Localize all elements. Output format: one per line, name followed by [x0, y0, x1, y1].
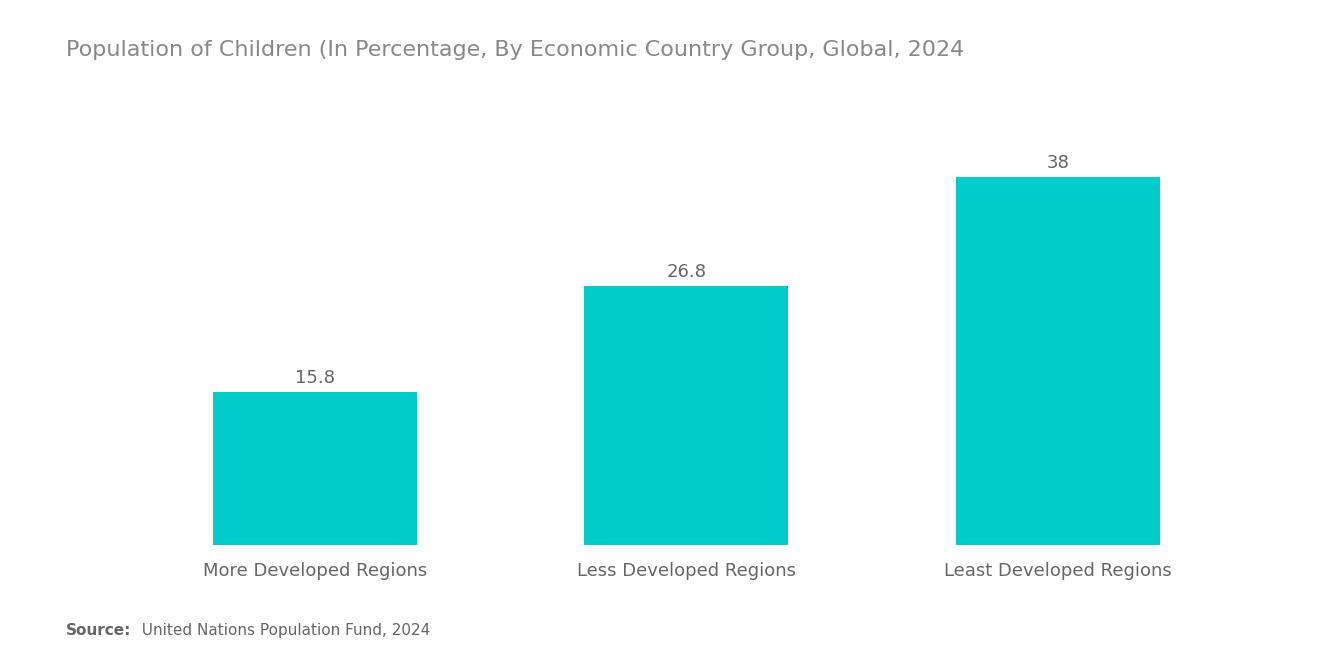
Text: Source:: Source: [66, 623, 132, 638]
Text: 38: 38 [1047, 154, 1069, 172]
Bar [585, 286, 788, 545]
Text: United Nations Population Fund, 2024: United Nations Population Fund, 2024 [132, 623, 430, 638]
Text: 15.8: 15.8 [296, 370, 335, 388]
Text: Population of Children (In Percentage, By Economic Country Group, Global, 2024: Population of Children (In Percentage, B… [66, 40, 964, 60]
Bar [956, 178, 1160, 545]
Text: 26.8: 26.8 [667, 263, 706, 281]
Bar [213, 392, 417, 545]
